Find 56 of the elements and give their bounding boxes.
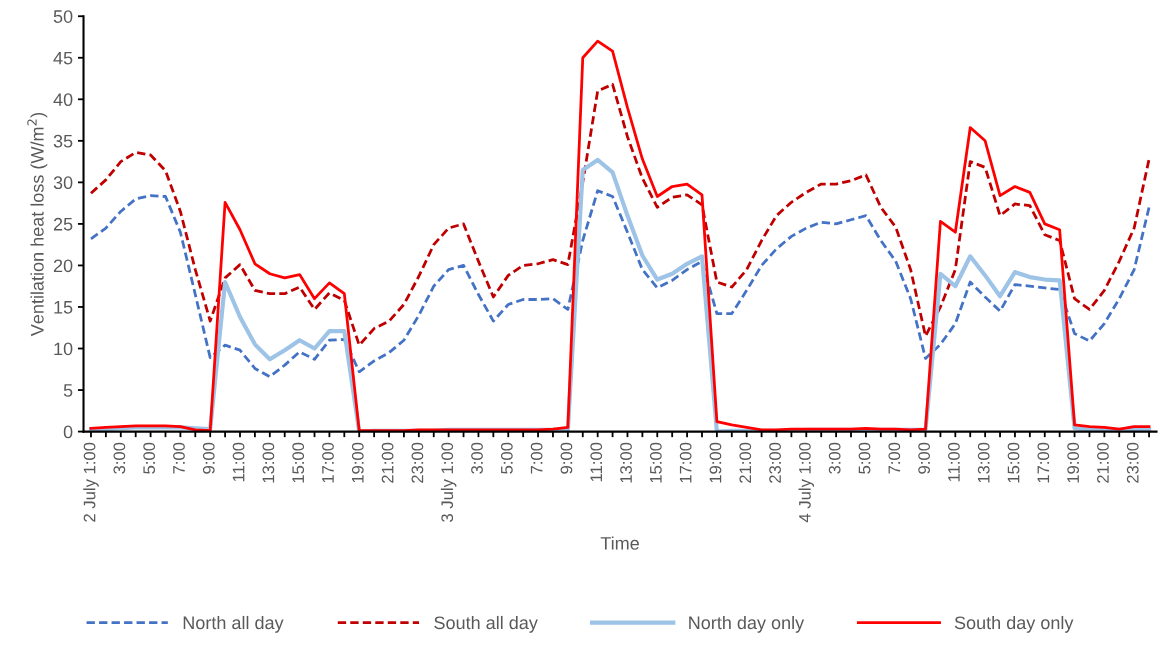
- legend-label: South day only: [954, 615, 1074, 633]
- x-tick-label: 5:00: [858, 442, 871, 474]
- x-tick-label: 9:00: [560, 442, 573, 474]
- x-tick-label: 3:00: [471, 442, 483, 474]
- y-tick-label: 10: [54, 342, 73, 356]
- x-tick-label: 21:00: [381, 442, 394, 483]
- x-tick-label: 3:00: [113, 442, 126, 474]
- x-tick-label: 15:00: [292, 442, 305, 483]
- y-tick-label: 25: [53, 217, 73, 231]
- x-tick-label: 19:00: [351, 442, 364, 483]
- x-tick-label: 23:00: [411, 442, 424, 483]
- x-tick-label: 23:00: [1126, 442, 1139, 483]
- y-tick-label: 30: [53, 176, 73, 190]
- x-tick-label: 21:00: [1097, 442, 1109, 483]
- x-tick-label: 23:00: [769, 442, 781, 483]
- legend-label: North all day: [183, 615, 284, 633]
- x-tick-label: 19:00: [709, 442, 722, 483]
- x-tick-label: 5:00: [500, 442, 513, 474]
- y-tick-label: 15: [54, 301, 73, 314]
- y-tick-label: 40: [53, 93, 73, 107]
- line-series: [89, 82, 1151, 347]
- x-tick-label: 21:00: [739, 442, 752, 483]
- y-tick-label: 5: [63, 384, 73, 397]
- legend-label: South all day: [434, 615, 538, 633]
- y-tick-label: 0: [63, 425, 73, 439]
- legend-label: North day only: [689, 615, 805, 633]
- x-tick-label: 2 July 1:00: [83, 442, 99, 522]
- y-axis-title: Ventilation heat loss (W/m$^{2}$): [27, 112, 48, 337]
- x-tick-label: 11:00: [232, 442, 245, 482]
- x-tick-label: 13:00: [620, 442, 632, 483]
- y-tick-label: 35: [53, 134, 73, 148]
- x-tick-label: 7:00: [888, 442, 901, 474]
- x-tick-label: 5:00: [143, 442, 156, 474]
- x-tick-label: 17:00: [322, 442, 334, 483]
- line-series: [89, 39, 1151, 432]
- x-tick-label: 7:00: [173, 442, 185, 474]
- x-tick-label: 13:00: [977, 442, 990, 483]
- x-tick-label: 19:00: [1067, 442, 1080, 483]
- x-tick-label: 11:00: [948, 442, 960, 482]
- x-tick-label: 9:00: [202, 442, 215, 474]
- y-tick-label: 50: [53, 10, 73, 23]
- x-tick-label: 9:00: [918, 442, 930, 474]
- x-tick-label: 3 July 1:00: [440, 442, 457, 522]
- line-series: [89, 189, 1151, 379]
- x-tick-label: 11:00: [590, 442, 603, 482]
- x-tick-label: 4 July 1:00: [798, 442, 815, 523]
- x-tick-label: 3:00: [828, 442, 841, 474]
- x-tick-label: 15:00: [1007, 442, 1020, 483]
- y-tick-label: 20: [53, 259, 73, 273]
- x-tick-label: 7:00: [530, 442, 543, 474]
- x-axis-title: Time: [600, 536, 639, 550]
- x-tick-label: 17:00: [1037, 442, 1050, 483]
- x-tick-label: 15:00: [649, 442, 662, 483]
- x-tick-label: 13:00: [262, 442, 275, 483]
- x-tick-label: 17:00: [679, 442, 692, 483]
- y-tick-label: 45: [53, 51, 73, 65]
